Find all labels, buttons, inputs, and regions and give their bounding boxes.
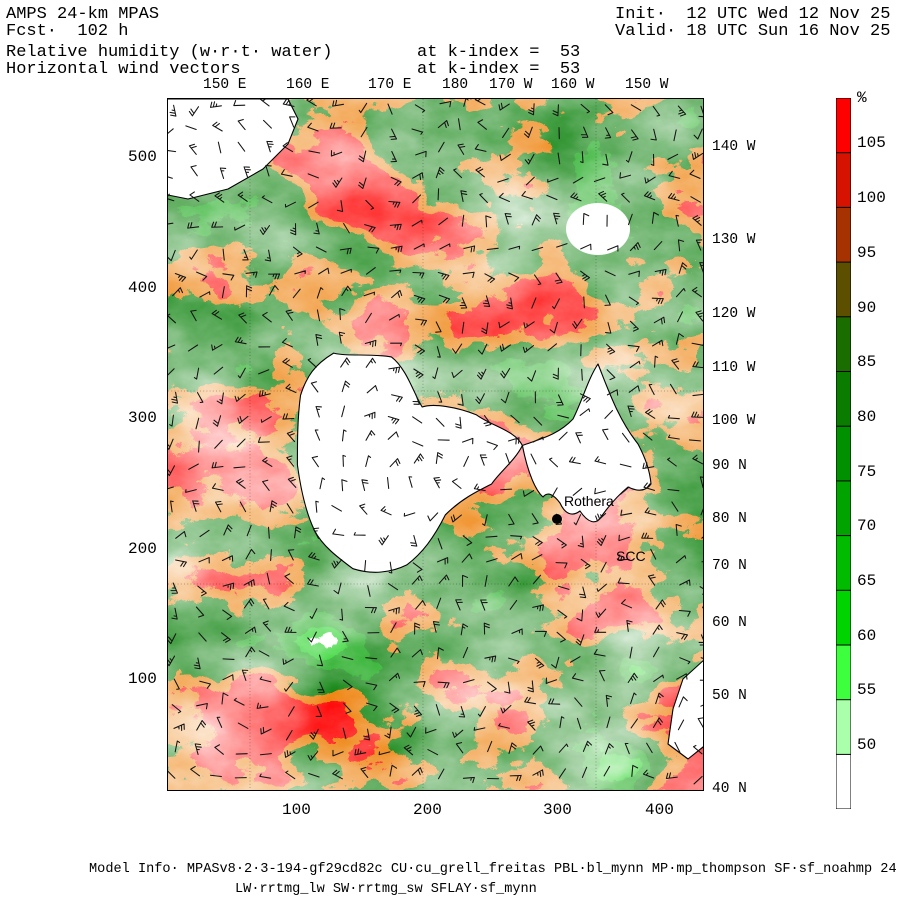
svg-text:Rothera: Rothera: [564, 493, 614, 509]
svg-text:SCC: SCC: [616, 548, 646, 564]
